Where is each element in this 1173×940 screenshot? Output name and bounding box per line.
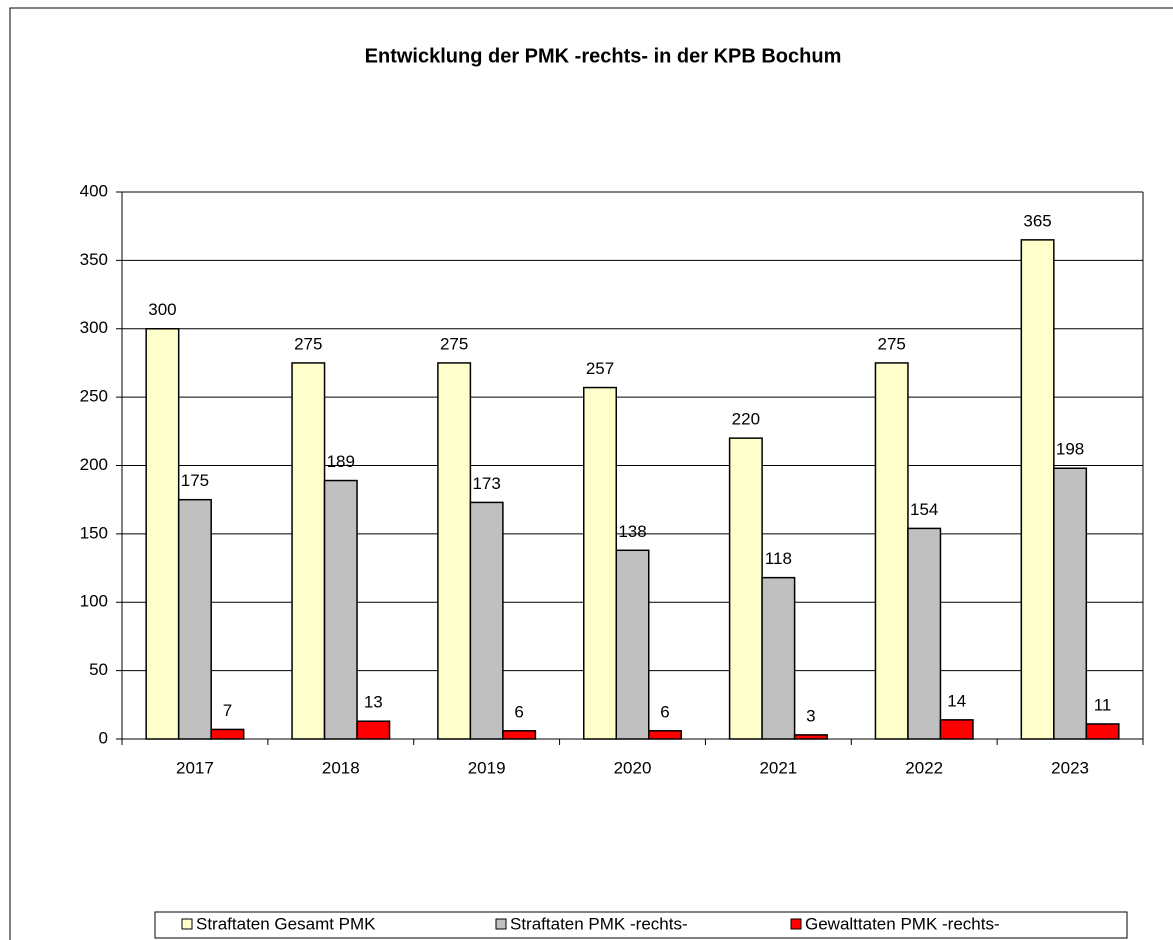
data-label: 198: [1056, 440, 1084, 459]
data-label: 275: [878, 334, 906, 353]
data-label: 257: [586, 359, 614, 378]
bar: [1053, 467, 1088, 740]
bar: [1020, 239, 1055, 740]
y-tick-label: 350: [80, 250, 108, 269]
data-label: 189: [327, 452, 355, 471]
x-tick-label: 2017: [176, 758, 214, 777]
bar: [437, 362, 472, 740]
data-label: 220: [732, 410, 760, 429]
data-label: 275: [294, 334, 322, 353]
legend-box: [154, 911, 1128, 939]
data-label: 118: [765, 549, 792, 568]
data-label: 11: [1094, 695, 1112, 714]
y-tick-label: 300: [80, 318, 108, 337]
bar: [210, 728, 245, 740]
y-tick-label: 0: [99, 728, 108, 747]
bar: [874, 362, 909, 740]
data-label: 173: [472, 474, 500, 493]
legend-label: Straftaten Gesamt PMK: [196, 914, 376, 933]
bar: [761, 576, 796, 740]
legend-swatch: [181, 918, 193, 930]
data-label: 14: [947, 691, 966, 710]
data-label: 365: [1023, 211, 1051, 230]
y-tick-label: 100: [80, 592, 108, 611]
data-label: 154: [910, 500, 938, 519]
bar: [728, 437, 763, 740]
x-tick-label: 2022: [905, 758, 943, 777]
bar: [907, 527, 942, 740]
data-label: 275: [440, 334, 468, 353]
bar: [615, 549, 650, 740]
legend-swatch: [495, 918, 507, 930]
bar: [323, 479, 358, 740]
data-label: 6: [660, 702, 669, 721]
legend-swatch: [790, 918, 802, 930]
bar: [356, 720, 391, 740]
data-label: 6: [514, 702, 523, 721]
bar: [502, 730, 537, 740]
bar: [177, 498, 212, 740]
y-tick-label: 200: [80, 455, 108, 474]
y-tick-label: 150: [80, 523, 108, 542]
bar: [1085, 723, 1120, 740]
data-label: 3: [806, 706, 815, 725]
legend-label: Gewalttaten PMK -rechts-: [805, 914, 1000, 933]
data-label: 138: [618, 522, 646, 541]
data-label: 175: [181, 471, 209, 490]
y-tick-label: 250: [80, 387, 108, 406]
y-tick-label: 50: [89, 660, 108, 679]
data-label: 300: [148, 300, 176, 319]
y-tick-label: 400: [80, 181, 108, 200]
bar: [648, 730, 682, 740]
legend-label: Straftaten PMK -rechts-: [510, 914, 688, 933]
bar: [939, 719, 974, 740]
x-tick-label: 2019: [468, 758, 506, 777]
x-tick-label: 2021: [759, 758, 797, 777]
x-tick-label: 2018: [322, 758, 360, 777]
bar: [793, 734, 828, 740]
data-label: 7: [223, 701, 232, 720]
bar: [583, 386, 617, 740]
bar: [145, 328, 180, 740]
chart-title: Entwicklung der PMK -rechts- in der KPB …: [365, 45, 842, 67]
bar: [291, 362, 326, 740]
x-tick-label: 2023: [1051, 758, 1089, 777]
x-tick-label: 2020: [614, 758, 652, 777]
bar: [469, 501, 504, 740]
data-label: 13: [364, 693, 383, 712]
